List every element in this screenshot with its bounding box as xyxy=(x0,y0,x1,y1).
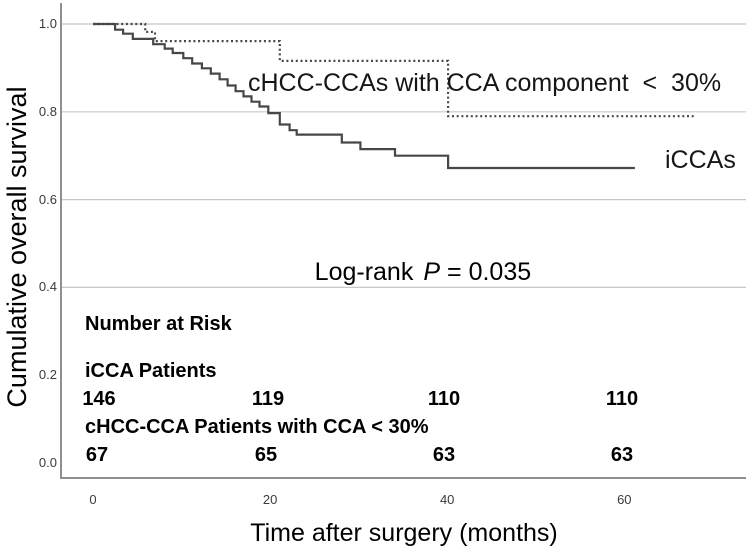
y-tick-label: 0.2 xyxy=(38,367,57,383)
logrank-annotation: Log-rank P = 0.035 xyxy=(287,233,531,312)
risk-count: 110 xyxy=(427,388,461,410)
logrank-p-symbol: P xyxy=(423,258,441,287)
curve-label-icca: iCCAs xyxy=(665,146,736,174)
risk-count: 67 xyxy=(85,444,109,466)
km-curve-chcc xyxy=(93,22,696,118)
y-tick-label: 1.0 xyxy=(38,16,57,31)
km-curve-icca xyxy=(93,22,635,170)
risk-row-label-chcc: cHCC-CCA Patients with CCA < 30% xyxy=(85,416,429,438)
risk-count: 146 xyxy=(82,388,116,410)
risk-table-title: Number at Risk xyxy=(85,313,232,335)
curve-label-chcc: cHCC-CCAs with CCA component < 30% xyxy=(248,69,722,97)
risk-count: 110 xyxy=(605,388,639,410)
y-tick-label: 0.0 xyxy=(38,455,57,470)
risk-count: 119 xyxy=(251,388,285,410)
x-tick-label: 0 xyxy=(89,492,97,507)
x-tick-label: 20 xyxy=(262,492,278,507)
y-tick-label: 0.6 xyxy=(38,191,57,207)
x-tick-label: 40 xyxy=(439,492,455,507)
logrank-value: = 0.035 xyxy=(447,258,532,287)
y-axis-title: Cumulative overall survival xyxy=(1,86,32,408)
risk-row-label-icca: iCCA Patients xyxy=(85,360,217,382)
logrank-prefix: Log-rank xyxy=(314,258,414,287)
risk-count: 63 xyxy=(610,444,634,466)
risk-count: 63 xyxy=(432,444,456,466)
x-tick-label: 60 xyxy=(617,492,632,507)
y-tick-label: 0.8 xyxy=(38,103,57,119)
risk-count: 65 xyxy=(254,444,278,466)
x-axis-title: Time after surgery (months) xyxy=(250,519,558,547)
y-tick-label: 0.4 xyxy=(38,279,57,295)
